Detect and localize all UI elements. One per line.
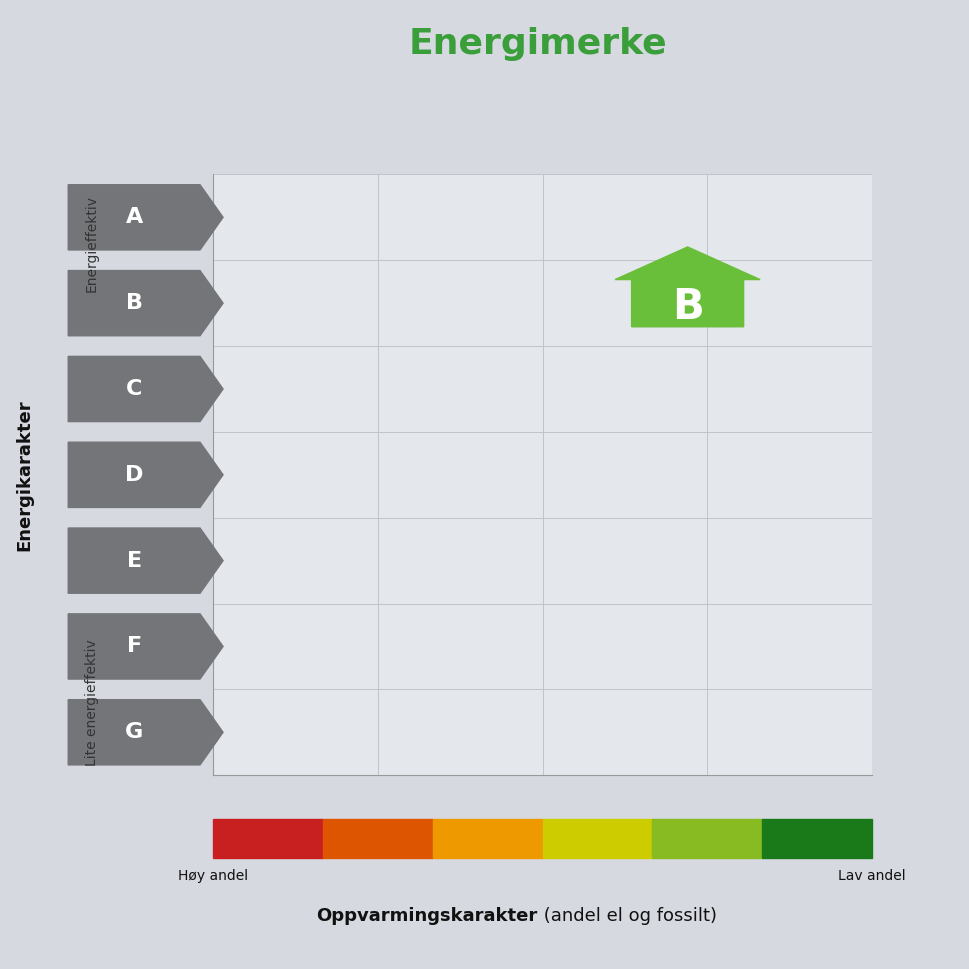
Text: Oppvarmingskarakter: Oppvarmingskarakter bbox=[317, 907, 538, 924]
Text: Lite energieffektiv: Lite energieffektiv bbox=[85, 639, 99, 766]
Polygon shape bbox=[68, 357, 223, 422]
Polygon shape bbox=[68, 528, 223, 593]
Text: Energikarakter: Energikarakter bbox=[16, 399, 33, 550]
Polygon shape bbox=[615, 247, 760, 327]
Polygon shape bbox=[68, 700, 223, 765]
Polygon shape bbox=[68, 270, 223, 336]
Text: Lav andel: Lav andel bbox=[838, 869, 906, 883]
Text: C: C bbox=[126, 379, 142, 399]
Polygon shape bbox=[68, 613, 223, 679]
Text: Høy andel: Høy andel bbox=[178, 869, 248, 883]
Text: F: F bbox=[127, 637, 141, 656]
Text: E: E bbox=[127, 550, 141, 571]
Text: A: A bbox=[125, 207, 142, 228]
Text: (andel el og fossilt): (andel el og fossilt) bbox=[538, 907, 717, 924]
Text: Energieffektiv: Energieffektiv bbox=[85, 195, 99, 292]
Text: B: B bbox=[672, 287, 703, 328]
Text: D: D bbox=[125, 465, 143, 484]
Text: G: G bbox=[125, 722, 143, 742]
Text: Energimerke: Energimerke bbox=[409, 26, 667, 61]
Polygon shape bbox=[68, 442, 223, 508]
Polygon shape bbox=[68, 185, 223, 250]
Text: B: B bbox=[126, 294, 142, 313]
